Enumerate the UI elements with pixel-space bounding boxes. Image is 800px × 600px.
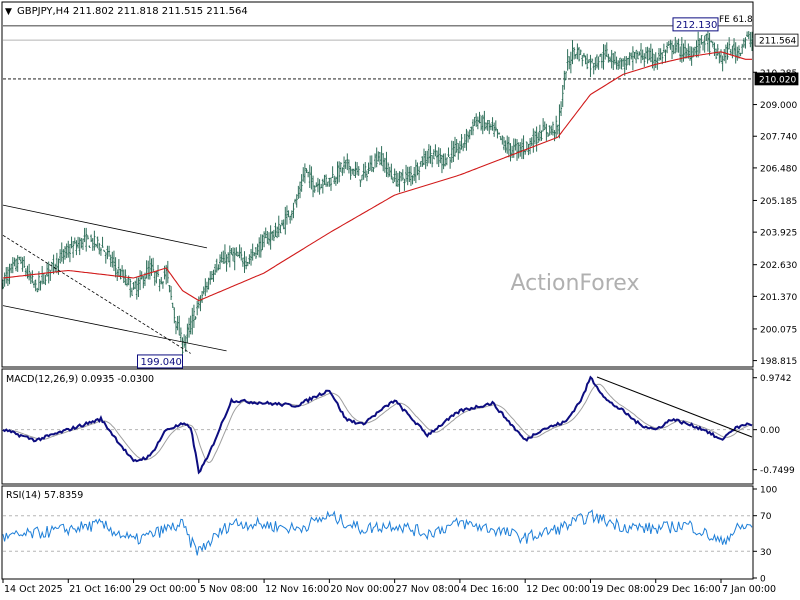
- high-callout-box: [672, 17, 719, 32]
- symbol-menu-icon[interactable]: ▼: [5, 7, 12, 17]
- low-callout-box: [136, 354, 183, 369]
- price-tick-label: 198.815: [760, 357, 797, 367]
- macd-tick-label: 0.9742: [760, 374, 792, 384]
- time-tick-label: 20 Nov 00:00: [330, 584, 394, 595]
- price-labels: 211.564 210.020 212.130 199.040 FE 61.8: [136, 15, 799, 369]
- channel-lower-line: [2, 305, 227, 352]
- price-tick-label: 206.480: [760, 164, 797, 174]
- price-tick-label: 205.185: [760, 197, 797, 207]
- macd-axis: 0.9742 0.00 -0.7499: [3, 374, 795, 476]
- time-tick-label: 19 Dec 08:00: [591, 584, 655, 595]
- macd-pane[interactable]: [1, 368, 754, 485]
- time-tick-label: 29 Oct 00:00: [135, 584, 197, 595]
- low-callout: 199.040: [140, 357, 181, 368]
- time-tick-label: 14 Oct 2025: [4, 584, 63, 595]
- support-price-label: 210.020: [759, 75, 796, 85]
- rsi-axis: 100 70 30 0: [3, 486, 777, 585]
- channel-midline: [2, 234, 191, 354]
- rsi-label: RSI(14) 57.8359: [6, 490, 83, 501]
- time-tick-label: 4 Dec 16:00: [461, 584, 519, 595]
- high-callout: 212.130: [676, 20, 717, 31]
- price-tick-label: 201.370: [760, 293, 797, 303]
- rsi-tick-label: 30: [760, 548, 772, 558]
- current-price-label: 211.564: [759, 37, 796, 47]
- price-pane[interactable]: [1, 1, 754, 368]
- support-price-label-box: [754, 72, 799, 86]
- channel-lines: [2, 204, 227, 354]
- time-tick-label: 5 Nov 08:00: [200, 584, 258, 595]
- time-tick-label: 21 Oct 16:00: [69, 584, 131, 595]
- price-levels: [3, 25, 752, 80]
- fe-label: FE 61.8: [719, 15, 753, 25]
- time-tick-label: 12 Nov 16:00: [265, 584, 329, 595]
- rsi-pane[interactable]: [1, 485, 754, 580]
- macd-tick-label: 0.00: [760, 426, 780, 436]
- price-tick-label: 207.740: [760, 133, 797, 143]
- time-tick-label: 29 Dec 16:00: [657, 584, 721, 595]
- moving-average-line: [2, 51, 752, 302]
- time-tick-label: 12 Dec 00:00: [526, 584, 590, 595]
- rsi-tick-label: 100: [760, 486, 777, 496]
- current-price-label-box: [754, 33, 799, 47]
- price-tick-label: 200.075: [760, 325, 797, 335]
- time-tick-label: 7 Jan 00:00: [722, 584, 776, 595]
- macd-label: MACD(12,26,9) 0.0935 -0.0300: [6, 374, 154, 385]
- price-tick-label: 203.925: [760, 229, 797, 239]
- macd-signal-line: [2, 383, 753, 464]
- rsi-tick-label: 70: [760, 512, 772, 522]
- price-tick-label: 202.630: [760, 261, 797, 271]
- rsi-tick-label: 0: [760, 575, 766, 585]
- channel-upper-line: [2, 204, 208, 249]
- price-tick-label: 209.000: [760, 101, 797, 111]
- watermark: ActionForex: [511, 271, 640, 296]
- symbol-header: GBPJPY,H4 211.802 211.818 211.515 211.56…: [17, 6, 248, 17]
- rsi-line: [2, 509, 753, 556]
- time-tick-label: 27 Nov 08:00: [396, 584, 460, 595]
- macd-trendline: [596, 376, 753, 438]
- macd-tick-label: -0.7499: [760, 466, 795, 476]
- time-axis: 14 Oct 2025 21 Oct 16:00 29 Oct 00:00 5 Nov…: [2, 579, 776, 595]
- macd-line: [2, 375, 753, 475]
